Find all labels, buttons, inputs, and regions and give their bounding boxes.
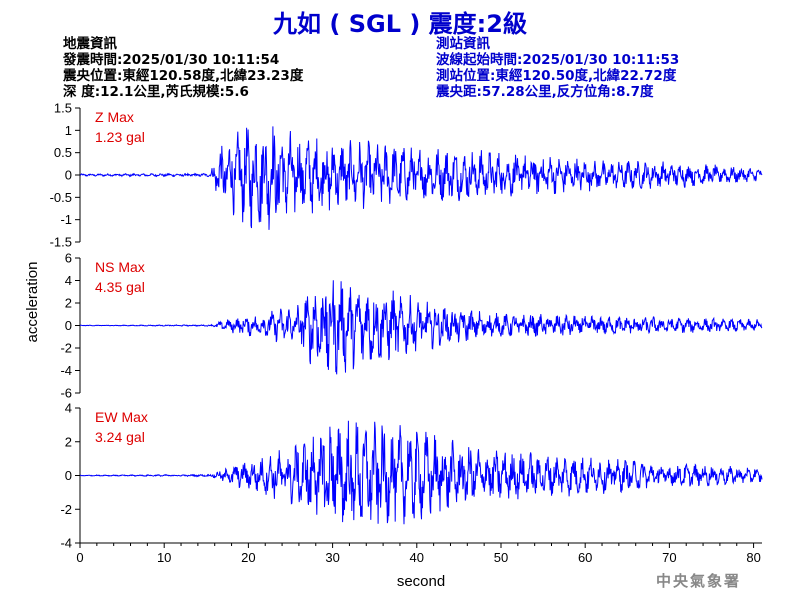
y-tick-label-z: 0: [65, 168, 72, 183]
station-info-heading: 測站資訊: [436, 36, 490, 52]
y-tick-label-ew: 4: [65, 401, 72, 416]
y-tick-label-ns: -2: [60, 341, 72, 356]
y-tick-label-z: 1: [65, 123, 72, 138]
max-label-ew: EW Max: [95, 409, 148, 425]
max-label-ns: NS Max: [95, 259, 145, 275]
x-tick-label: 70: [662, 550, 676, 565]
trace-ew: [80, 420, 763, 525]
y-tick-label-ew: 0: [65, 468, 72, 483]
origin-time: 發震時間:2025/01/30 10:11:54: [63, 52, 280, 68]
y-tick-label-ns: -6: [60, 386, 72, 401]
epicenter: 震央位置:東經120.58度,北緯23.23度: [63, 68, 304, 84]
station-info: 測站資訊 波線起始時間:2025/01/30 10:11:53 測站位置:東經1…: [436, 36, 679, 100]
y-tick-label-ns: 4: [65, 273, 72, 288]
x-tick-label: 20: [241, 550, 255, 565]
station-location: 測站位置:東經120.50度,北緯22.72度: [436, 68, 677, 84]
wave-onset-time: 波線起始時間:2025/01/30 10:11:53: [436, 52, 680, 68]
y-tick-label-z: -1: [60, 212, 72, 227]
max-label-z: Z Max: [95, 109, 134, 125]
y-tick-label-ew: -4: [60, 536, 72, 551]
x-tick-label: 80: [746, 550, 760, 565]
y-tick-label-ns: -4: [60, 363, 72, 378]
earthquake-info: 地震資訊 發震時間:2025/01/30 10:11:54 震央位置:東經120…: [63, 36, 303, 100]
max-value-ew: 3.24 gal: [95, 429, 145, 445]
y-tick-label-ew: -2: [60, 502, 72, 517]
max-value-ns: 4.35 gal: [95, 279, 145, 295]
x-tick-label: 0: [76, 550, 83, 565]
x-tick-label: 30: [325, 550, 339, 565]
x-tick-label: 10: [157, 550, 171, 565]
trace-ns: [79, 280, 763, 375]
y-tick-label-ns: 6: [65, 251, 72, 266]
y-tick-label-z: -1.5: [50, 235, 72, 250]
y-tick-label-ns: 0: [65, 318, 72, 333]
earthquake-info-heading: 地震資訊: [63, 36, 117, 52]
distance-azimuth: 震央距:57.28公里,反方位角:8.7度: [436, 84, 654, 100]
x-tick-label: 60: [578, 550, 592, 565]
x-tick-label: 50: [494, 550, 508, 565]
page-title: 九如 ( SGL ) 震度:2級: [273, 10, 527, 38]
y-tick-label-z: 0.5: [54, 145, 72, 160]
y-tick-label-z: -0.5: [50, 190, 72, 205]
trace-z: [79, 126, 763, 230]
x-axis-label: second: [397, 573, 445, 590]
agency-label: 中央氣象署: [656, 572, 742, 590]
y-tick-label-ew: 2: [65, 434, 72, 449]
y-tick-label-z: 1.5: [54, 101, 72, 116]
depth-magnitude: 深 度:12.1公里,芮氏規模:5.6: [63, 84, 249, 100]
y-tick-label-ns: 2: [65, 296, 72, 311]
y-axis-label: acceleration: [24, 262, 41, 343]
x-tick-label: 40: [410, 550, 424, 565]
max-value-z: 1.23 gal: [95, 129, 145, 145]
